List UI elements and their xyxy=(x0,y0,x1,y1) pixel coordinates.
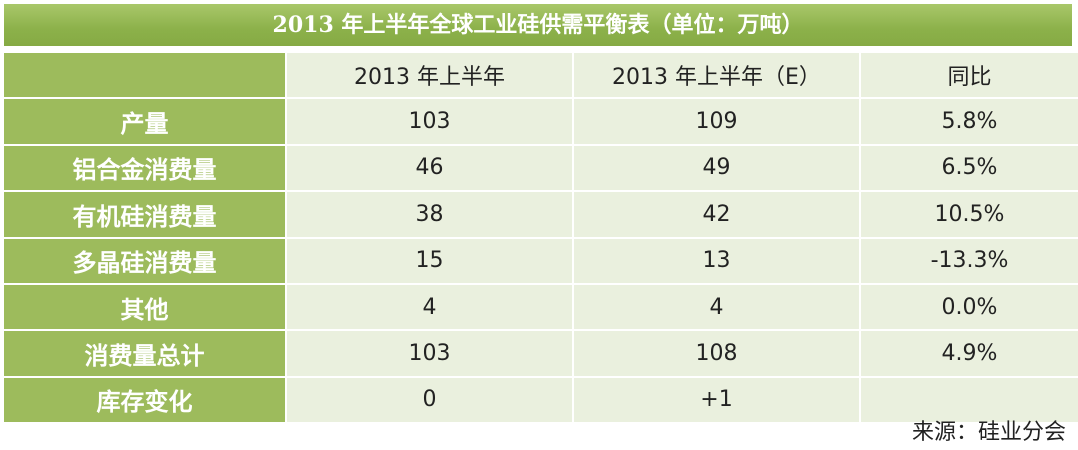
source-note: 来源：硅业分会 xyxy=(911,420,1066,445)
table-cell: 4.9% xyxy=(861,331,1078,376)
row-header: 有机硅消费量 xyxy=(4,192,285,237)
table-cell: 10.5% xyxy=(861,192,1078,237)
table-cell: 108 xyxy=(574,331,859,376)
table-cell: 15 xyxy=(287,238,572,283)
row-header: 消费量总计 xyxy=(4,331,285,376)
table-cell: 13 xyxy=(574,238,859,283)
table-cell: -13.3% xyxy=(861,238,1078,283)
table-cell: 5.8% xyxy=(861,99,1078,144)
table-title: 2013 年上半年全球工业硅供需平衡表（单位：万吨） xyxy=(4,4,1072,46)
table-cell: 49 xyxy=(574,145,859,191)
corner-cell xyxy=(4,53,285,98)
table-cell: 103 xyxy=(287,99,572,144)
table-cell: 42 xyxy=(574,192,859,237)
row-header: 库存变化 xyxy=(4,377,285,423)
table-cell: 38 xyxy=(287,192,572,237)
empty-cell xyxy=(861,377,1078,423)
column-header: 同比 xyxy=(861,53,1078,98)
table-cell: 4 xyxy=(287,284,572,330)
column-header: 2013 年上半年 xyxy=(287,53,572,98)
table: 2013 年上半年 2013 年上半年（E） 同比 产量 103 109 5.8% 铝合金消费… xyxy=(4,53,1078,423)
row-header: 多晶硅消费量 xyxy=(4,238,285,283)
table-cell: 103 xyxy=(287,331,572,376)
row-header: 铝合金消费量 xyxy=(4,145,285,191)
column-header: 2013 年上半年（E） xyxy=(574,53,859,98)
table-cell: +1 xyxy=(574,377,859,423)
table-cell: 0 xyxy=(287,377,572,423)
table-cell: 6.5% xyxy=(861,145,1078,191)
row-header: 产量 xyxy=(4,99,285,144)
table-cell: 0.0% xyxy=(861,284,1078,330)
row-header: 其他 xyxy=(4,284,285,330)
table-cell: 4 xyxy=(574,284,859,330)
table-cell: 46 xyxy=(287,145,572,191)
table-cell: 109 xyxy=(574,99,859,144)
